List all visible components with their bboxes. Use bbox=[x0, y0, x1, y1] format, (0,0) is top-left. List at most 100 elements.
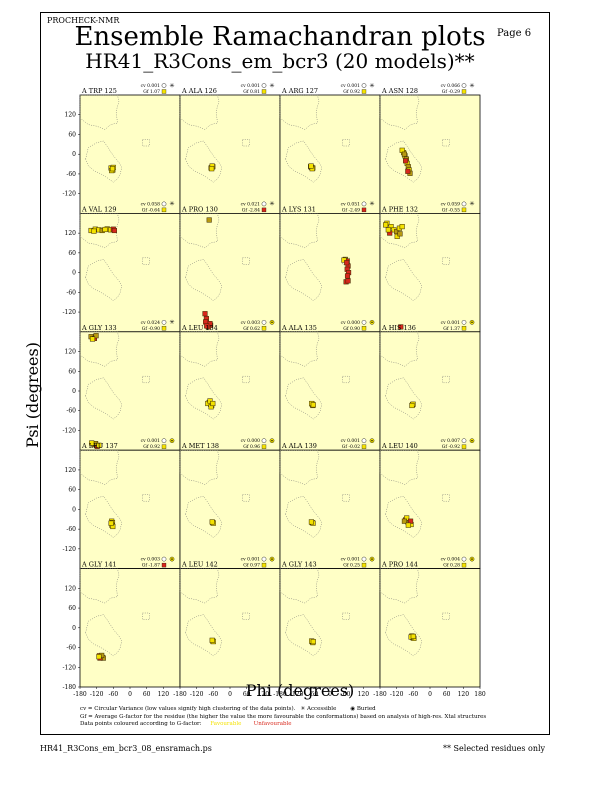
allowed-region-outline bbox=[79, 94, 120, 130]
cv-icon bbox=[161, 438, 167, 444]
data-point bbox=[102, 226, 108, 233]
allowed-region-outline bbox=[285, 614, 322, 657]
page-frame bbox=[40, 12, 550, 735]
data-point bbox=[345, 278, 351, 284]
x-tick-label: -60 bbox=[108, 691, 118, 698]
panel-background bbox=[79, 568, 181, 688]
allowed-region-outline bbox=[279, 449, 320, 485]
x-tick-label: 0 bbox=[128, 691, 132, 698]
cv-value: cv 0.000 bbox=[241, 438, 261, 444]
residue-label: A ALA 139 bbox=[281, 442, 317, 450]
buried-dot-center bbox=[171, 558, 173, 560]
x-tick-label: 120 bbox=[158, 691, 170, 698]
cv-value: cv 0.001 bbox=[341, 83, 361, 89]
cv-value: cv 0.001 bbox=[341, 557, 361, 563]
residue-label: A LYS 131 bbox=[281, 205, 316, 213]
allowed-region-outline bbox=[185, 140, 222, 183]
data-point bbox=[341, 257, 347, 263]
panel-background bbox=[179, 94, 281, 214]
cv-icon bbox=[461, 83, 467, 88]
buried-dot-center bbox=[371, 558, 373, 560]
panel-background bbox=[179, 449, 281, 570]
data-point bbox=[96, 442, 102, 448]
cv-value: cv 0.024 bbox=[141, 320, 161, 326]
allowed-region-outline bbox=[79, 331, 120, 367]
residue-label: A ARG 127 bbox=[281, 87, 318, 95]
x-tick-label: -60 bbox=[208, 691, 218, 698]
panel-background bbox=[79, 212, 181, 333]
data-point bbox=[405, 522, 411, 528]
residue-label: A ALA 135 bbox=[281, 324, 317, 332]
data-point bbox=[310, 402, 316, 408]
allowed-region-outline bbox=[442, 494, 450, 502]
cv-icon bbox=[161, 201, 167, 207]
program-label: PROCHECK-NMR bbox=[47, 16, 120, 25]
data-point bbox=[308, 519, 314, 525]
data-point bbox=[398, 324, 404, 330]
x-tick-label: -120 bbox=[290, 691, 304, 698]
y-tick-label: 60 bbox=[68, 368, 76, 375]
accessible-star-icon: ✳ bbox=[169, 201, 174, 208]
gf-value: Gf 0.81 bbox=[243, 89, 260, 95]
residue-label: A TRP 125 bbox=[81, 87, 117, 95]
buried-dot-center bbox=[271, 321, 273, 323]
y-tick-label: 120 bbox=[65, 585, 77, 592]
y-tick-label: 60 bbox=[68, 131, 76, 138]
data-point bbox=[394, 233, 400, 239]
gf-color-swatch bbox=[461, 562, 467, 568]
x-tick-label: -60 bbox=[408, 691, 418, 698]
gf-value: Gf -2.49 bbox=[342, 207, 360, 213]
y-axis-label: Psi (degrees) bbox=[23, 342, 42, 448]
allowed-region-outline bbox=[179, 94, 220, 130]
data-point bbox=[399, 224, 405, 230]
gf-color-swatch bbox=[461, 326, 467, 331]
gf-color-swatch bbox=[161, 562, 167, 568]
x-tick-label: -180 bbox=[273, 691, 287, 698]
gf-value: Gf -0.90 bbox=[142, 326, 160, 332]
residue-label: A GLY 143 bbox=[281, 561, 317, 569]
allowed-region-outline bbox=[185, 377, 222, 420]
legend: cv = Circular Variance (low values signi… bbox=[80, 706, 540, 729]
allowed-region-outline bbox=[185, 495, 222, 538]
data-point bbox=[91, 228, 97, 234]
cv-icon bbox=[161, 319, 167, 325]
cv-value: cv 0.001 bbox=[141, 438, 161, 444]
cv-icon bbox=[161, 83, 167, 88]
allowed-region-outline bbox=[79, 213, 120, 249]
data-point bbox=[397, 231, 403, 237]
data-point bbox=[202, 311, 208, 317]
data-point bbox=[108, 520, 114, 526]
allowed-region-outline bbox=[442, 257, 450, 265]
gf-value: Gf 1.37 bbox=[443, 326, 460, 332]
data-point bbox=[109, 166, 116, 172]
plot-panel: A VAL 129 cv 0.058 ✳ Gf -0.64 bbox=[79, 201, 181, 333]
gf-value: Gf 1.07 bbox=[143, 89, 160, 95]
legend-gf-text: Gf = Average G-factor for the residue (t… bbox=[80, 713, 487, 720]
panel-background bbox=[279, 449, 381, 570]
buried-dot-center bbox=[371, 440, 373, 442]
y-tick-label: -60 bbox=[66, 408, 76, 415]
buried-dot-center bbox=[271, 558, 273, 560]
residue-label: A HIS 136 bbox=[381, 324, 416, 332]
legend-favourable: Favourable bbox=[210, 721, 242, 727]
x-tick-label: -120 bbox=[190, 691, 204, 698]
buried-dot-center bbox=[271, 440, 273, 442]
data-point bbox=[209, 519, 215, 525]
gf-value: Gf 0.25 bbox=[343, 563, 360, 569]
cv-value: cv 0.003 bbox=[241, 320, 261, 326]
panel-background bbox=[179, 568, 281, 688]
cv-icon bbox=[161, 556, 167, 562]
plot-panel: A ALA 126 cv 0.001 ✳ Gf 0.81 bbox=[179, 82, 281, 214]
data-point bbox=[210, 400, 216, 407]
gf-value: Gf -0.64 bbox=[142, 207, 160, 213]
x-tick-label: 180 bbox=[474, 691, 486, 698]
x-tick-label: -180 bbox=[73, 691, 87, 698]
cv-icon bbox=[361, 83, 367, 88]
allowed-region-outline bbox=[85, 495, 122, 538]
panel-background bbox=[279, 568, 381, 688]
